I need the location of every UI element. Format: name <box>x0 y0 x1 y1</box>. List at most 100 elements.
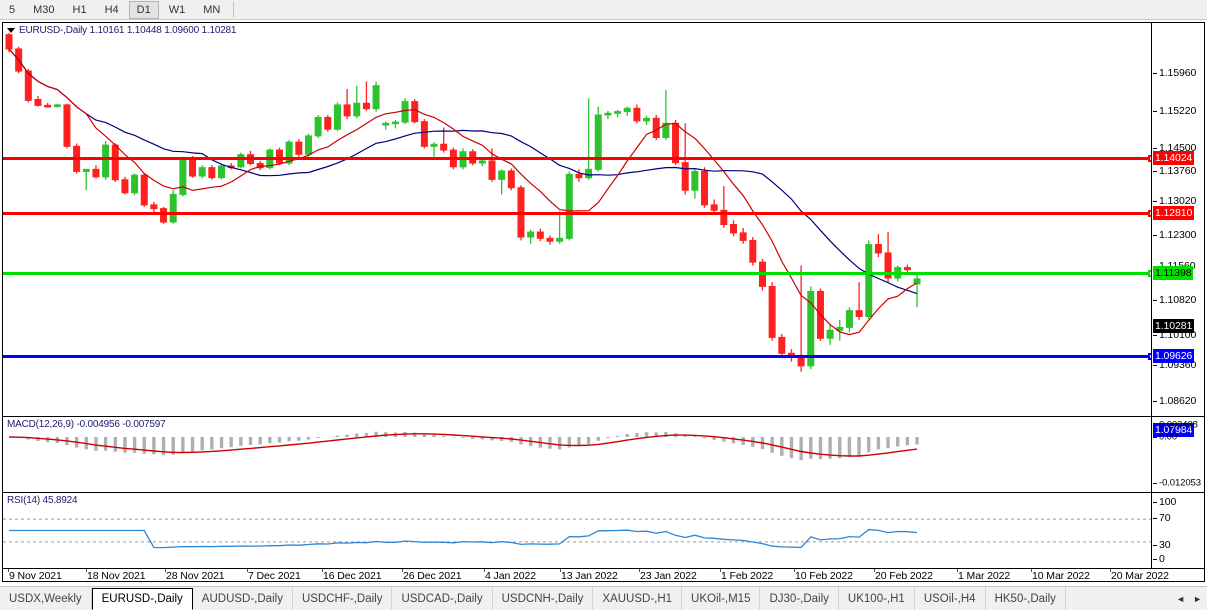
axis-tick <box>1153 559 1157 560</box>
rsi-pane[interactable]: RSI(14) 45.8924 <box>3 493 1151 568</box>
chart-tab-usoil-h4[interactable]: USOil-,H4 <box>915 587 986 610</box>
chart-tab-usdchf-daily[interactable]: USDCHF-,Daily <box>293 587 393 610</box>
time-axis-label: 28 Nov 2021 <box>166 570 225 582</box>
time-tick <box>8 569 9 572</box>
timeframe-button-d1[interactable]: D1 <box>128 0 159 19</box>
rsi-axis-label: 100 <box>1159 496 1177 508</box>
time-axis-label: 20 Feb 2022 <box>875 570 933 582</box>
axis-tick <box>1153 201 1157 202</box>
axis-tick <box>1153 437 1157 438</box>
time-axis-label: 1 Mar 2022 <box>958 570 1011 582</box>
tab-scroll-left-icon[interactable]: ◄ <box>1176 593 1186 604</box>
timeframe-button-w1[interactable]: W1 <box>168 3 186 16</box>
time-axis-label: 18 Nov 2021 <box>87 570 146 582</box>
time-axis-label: 9 Nov 2021 <box>9 570 62 582</box>
axis-tick <box>1153 365 1157 366</box>
time-tick <box>247 569 248 572</box>
time-axis-label: 16 Dec 2021 <box>323 570 382 582</box>
axis-tick <box>1153 483 1157 484</box>
price-level-line[interactable] <box>3 353 1151 360</box>
toolbar-separator <box>233 2 235 17</box>
time-axis-label: 26 Dec 2021 <box>403 570 462 582</box>
time-axis-label: 13 Jan 2022 <box>561 570 618 582</box>
time-tick <box>957 569 958 572</box>
level-handle[interactable] <box>1148 270 1151 277</box>
chart-tab-bar: USDX,Weekly EURUSD-,Daily AUDUSD-,Daily USD… <box>0 586 1207 610</box>
chart-tab-hk50-daily[interactable]: HK50-,Daily <box>986 587 1066 610</box>
timeframe-toolbar: 5 M30 H1 H4 D1 W1 MN <box>0 0 1207 20</box>
chart-tab-usdcnh-daily[interactable]: USDCNH-,Daily <box>493 587 594 610</box>
tab-scroll-controls: ◄ ► <box>1171 587 1207 610</box>
time-tick <box>720 569 721 572</box>
time-tick <box>639 569 640 572</box>
price-level-line[interactable] <box>3 210 1151 217</box>
price-level-line[interactable] <box>3 155 1151 162</box>
macd-pane[interactable]: MACD(12,26,9) -0.004956 -0.007597 <box>3 417 1151 492</box>
chart-tab-dj30-daily[interactable]: DJ30-,Daily <box>760 587 839 610</box>
level-handle[interactable] <box>1148 210 1151 217</box>
price-axis-badge: 1.09626 <box>1153 349 1195 363</box>
chart-tab-audusd-daily[interactable]: AUDUSD-,Daily <box>193 587 293 610</box>
macd-axis-label: 0.003408 <box>1159 419 1198 431</box>
price-axis-badge: 1.07984 <box>1153 423 1195 437</box>
rsi-label: RSI(14) 45.8924 <box>7 495 78 506</box>
price-axis-badge: 1.11398 <box>1153 266 1194 280</box>
price-axis-label: 1.13020 <box>1159 195 1197 207</box>
time-axis-label: 23 Jan 2022 <box>640 570 697 582</box>
axis-tick <box>1153 73 1157 74</box>
price-pane-header: EURUSD-,Daily 1.10161 1.10448 1.09600 1.… <box>7 25 236 36</box>
price-header-text: EURUSD-,Daily 1.10161 1.10448 1.09600 1.… <box>19 25 237 36</box>
chart-tab-usdx-weekly[interactable]: USDX,Weekly <box>0 587 92 610</box>
price-axis-badge: 1.12810 <box>1153 206 1195 220</box>
price-axis-label: 1.15960 <box>1159 67 1197 79</box>
time-tick <box>1031 569 1032 572</box>
price-level-line[interactable] <box>3 270 1151 277</box>
rsi-canvas <box>3 518 1151 549</box>
time-axis-label: 10 Mar 2022 <box>1032 570 1090 582</box>
axis-tick <box>1153 401 1157 402</box>
time-axis-label: 1 Feb 2022 <box>721 570 774 582</box>
time-tick <box>1110 569 1111 572</box>
time-axis-label: 10 Feb 2022 <box>795 570 853 582</box>
timeframe-button-h4[interactable]: H4 <box>104 3 119 16</box>
time-axis-label: 20 Mar 2022 <box>1111 570 1169 582</box>
chart-tab-eurusd-daily[interactable]: EURUSD-,Daily <box>91 588 193 610</box>
chart-tab-uk100-h1[interactable]: UK100-,H1 <box>839 587 915 610</box>
price-axis-label: 1.10820 <box>1159 294 1197 306</box>
chart-tab-ukoil-m15[interactable]: UKOil-,M15 <box>682 587 761 610</box>
pane-divider-3 <box>3 568 1204 569</box>
macd-label: MACD(12,26,9) -0.004956 -0.007597 <box>7 419 166 430</box>
price-axis-label: 1.13760 <box>1159 165 1197 177</box>
level-handle[interactable] <box>1148 353 1151 360</box>
timeframe-button-5[interactable]: 5 <box>9 3 16 16</box>
axis-tick <box>1153 235 1157 236</box>
tab-scroll-right-icon[interactable]: ► <box>1193 593 1202 604</box>
price-axis-label: 1.15220 <box>1159 105 1197 117</box>
axis-tick <box>1153 518 1157 519</box>
time-axis[interactable]: 9 Nov 2021 18 Nov 2021 28 Nov 2021 7 Dec 20… <box>3 569 1204 582</box>
time-tick <box>402 569 403 572</box>
time-axis-label: 4 Jan 2022 <box>485 570 536 582</box>
timeframe-button-mn[interactable]: MN <box>203 3 221 16</box>
rsi-axis: 100 70 30 0 <box>1151 493 1204 568</box>
chart-frame: EURUSD-,Daily 1.10161 1.10448 1.09600 1.… <box>2 22 1205 582</box>
time-tick <box>322 569 323 572</box>
price-chart-pane[interactable]: EURUSD-,Daily 1.10161 1.10448 1.09600 1.… <box>3 23 1151 416</box>
collapse-triangle-icon[interactable] <box>7 27 15 33</box>
timeframe-button-m30[interactable]: M30 <box>33 3 55 16</box>
chart-tab-xauusd-h1[interactable]: XAUUSD-,H1 <box>593 587 683 610</box>
timeframe-button-h1[interactable]: H1 <box>72 3 87 16</box>
time-tick <box>86 569 87 572</box>
time-tick <box>165 569 166 572</box>
axis-tick <box>1153 545 1157 546</box>
macd-axis-label: -0.012053 <box>1159 477 1201 489</box>
rsi-axis-label: 70 <box>1159 512 1171 524</box>
price-axis-badge: 1.14024 <box>1153 151 1195 165</box>
axis-tick <box>1153 111 1157 112</box>
price-axis[interactable]: 1.15960 1.15220 1.14500 1.13760 1.13020 1.123… <box>1151 23 1204 437</box>
macd-axis-label: 0.00 <box>1159 431 1178 443</box>
time-tick <box>484 569 485 572</box>
pane-divider-2 <box>3 492 1204 493</box>
chart-tab-usdcad-daily[interactable]: USDCAD-,Daily <box>392 587 493 610</box>
level-handle[interactable] <box>1148 155 1151 162</box>
